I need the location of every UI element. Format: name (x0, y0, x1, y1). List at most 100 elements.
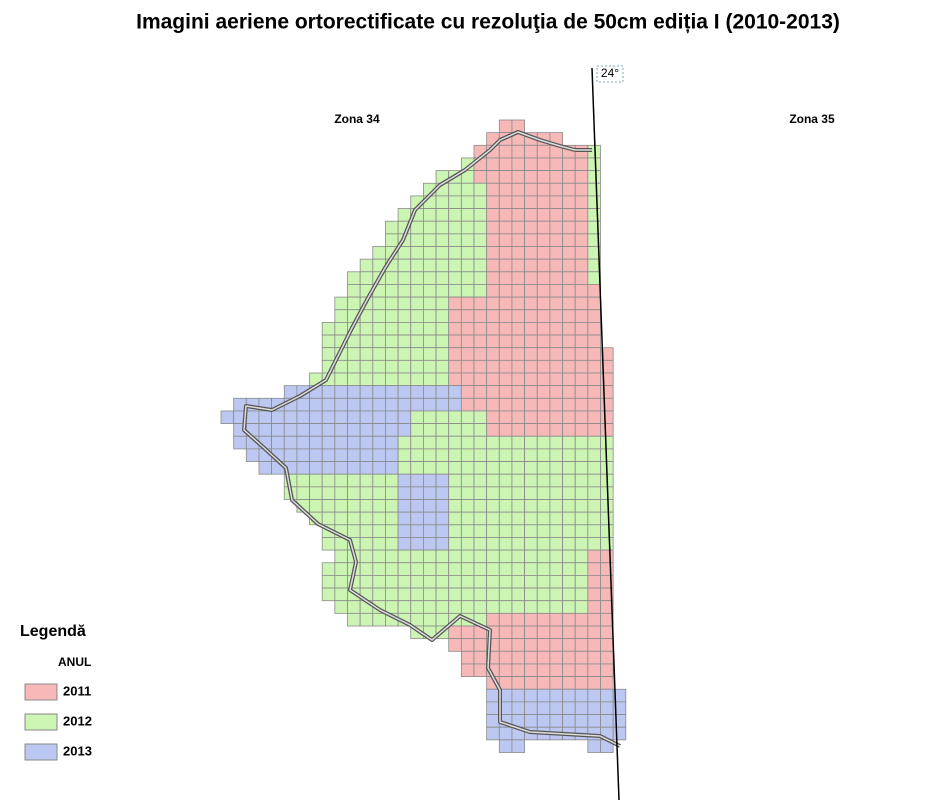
tile (334, 562, 348, 576)
tile (600, 499, 614, 513)
tile (435, 511, 450, 526)
tile (385, 562, 399, 576)
tile (486, 435, 500, 450)
tile (422, 461, 437, 475)
tile (359, 385, 374, 399)
map-title: Imagini aeriene ortorectificate cu rezol… (136, 11, 840, 34)
tile (524, 511, 538, 526)
tile (498, 157, 513, 171)
tile (587, 372, 601, 387)
tile (334, 587, 348, 602)
tile (410, 600, 424, 614)
tile (536, 524, 551, 538)
tile (587, 549, 601, 564)
tile (372, 385, 386, 399)
tile (536, 347, 551, 361)
tile (574, 284, 589, 298)
tile (473, 182, 488, 197)
tile (486, 246, 500, 260)
tile (473, 220, 488, 235)
tile (536, 638, 551, 652)
tile (460, 233, 475, 247)
tile (511, 499, 526, 513)
tile (574, 208, 589, 222)
tile (511, 435, 526, 450)
tile (410, 296, 424, 311)
tile (511, 372, 526, 387)
tile (448, 195, 462, 209)
tile (524, 220, 538, 235)
tile (347, 435, 361, 450)
tile (486, 499, 500, 513)
tile (397, 372, 412, 387)
tile (562, 397, 576, 412)
tile (321, 423, 336, 437)
tile (511, 220, 526, 235)
tile (587, 486, 601, 500)
tile (486, 423, 500, 437)
tile (524, 423, 538, 437)
tile (372, 587, 386, 602)
tile (486, 347, 500, 361)
tile (359, 372, 374, 387)
tile (372, 524, 386, 538)
tile (486, 562, 500, 576)
tile (435, 372, 450, 387)
tile (524, 714, 538, 728)
tile (385, 435, 399, 450)
tile (359, 461, 374, 475)
tile (422, 600, 437, 614)
tile (486, 537, 500, 551)
tile (397, 473, 412, 488)
tile (385, 296, 399, 311)
tile (397, 461, 412, 475)
tile (511, 208, 526, 222)
tile (460, 397, 475, 412)
tile (511, 688, 526, 703)
tile (574, 372, 589, 387)
tile (587, 448, 601, 462)
tile (410, 537, 424, 551)
tile (448, 587, 462, 602)
meridian-label-box (596, 65, 624, 83)
tile (549, 284, 563, 298)
tile (549, 701, 563, 715)
tile (372, 612, 386, 627)
tile (422, 511, 437, 526)
tile (524, 473, 538, 488)
tile (410, 562, 424, 576)
tile (473, 258, 488, 273)
tile (498, 397, 513, 412)
tile (574, 233, 589, 247)
tile (498, 499, 513, 513)
tile (448, 385, 462, 399)
tile (448, 359, 462, 374)
tile (486, 321, 500, 336)
tile (587, 701, 601, 715)
tile (549, 562, 563, 576)
tile (498, 524, 513, 538)
tile (511, 246, 526, 260)
tile (549, 435, 563, 450)
tile (435, 220, 450, 235)
tile (410, 575, 424, 589)
tile (410, 271, 424, 285)
tile (435, 587, 450, 602)
tile (600, 701, 614, 715)
tile (498, 220, 513, 235)
tile (511, 309, 526, 323)
tile (220, 410, 235, 425)
tile (524, 650, 538, 665)
tile (587, 537, 601, 551)
tile (574, 448, 589, 462)
tile (574, 612, 589, 627)
tile (562, 473, 576, 488)
tile (296, 486, 310, 500)
tile (511, 157, 526, 171)
tile (422, 448, 437, 462)
tile (385, 524, 399, 538)
tile (435, 347, 450, 361)
tile (460, 284, 475, 298)
tile (422, 385, 437, 399)
